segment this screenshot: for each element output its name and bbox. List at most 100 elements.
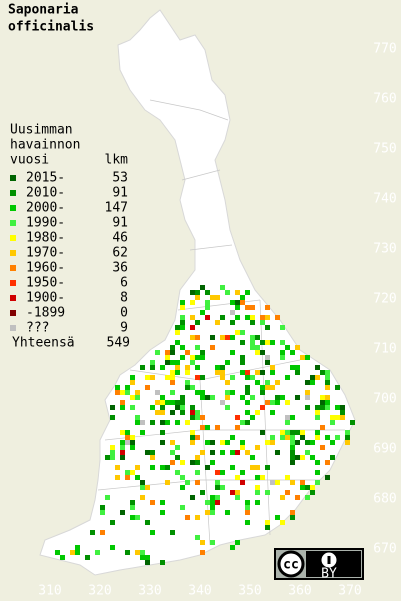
observation-square	[255, 500, 260, 505]
observation-square	[190, 300, 195, 305]
observation-square	[160, 410, 165, 415]
observation-square	[130, 380, 135, 385]
observation-square	[235, 300, 240, 305]
observation-square	[245, 290, 250, 295]
observation-square	[190, 430, 195, 435]
observation-squares	[55, 285, 355, 565]
observation-square	[160, 500, 165, 505]
observation-square	[245, 505, 250, 510]
observation-square	[225, 335, 230, 340]
observation-square	[160, 440, 165, 445]
observation-square	[170, 460, 175, 465]
observation-square	[205, 500, 210, 505]
observation-square	[125, 385, 130, 390]
observation-square	[305, 395, 310, 400]
cc-icon	[277, 550, 305, 578]
observation-square	[195, 455, 200, 460]
observation-square	[305, 450, 310, 455]
observation-square	[265, 315, 270, 320]
observation-square	[180, 320, 185, 325]
observation-square	[230, 465, 235, 470]
observation-square	[200, 450, 205, 455]
observation-square	[200, 415, 205, 420]
observation-square	[225, 395, 230, 400]
observation-square	[95, 550, 100, 555]
observation-square	[290, 440, 295, 445]
legend-count: 0	[120, 306, 128, 321]
observation-square	[305, 485, 310, 490]
observation-square	[185, 365, 190, 370]
observation-square	[105, 455, 110, 460]
legend-swatch	[10, 250, 16, 256]
observation-square	[205, 305, 210, 310]
observation-square	[300, 430, 305, 435]
observation-square	[315, 480, 320, 485]
observation-square	[240, 355, 245, 360]
observation-square	[280, 520, 285, 525]
observation-square	[170, 375, 175, 380]
legend-count: 8	[120, 291, 128, 306]
observation-square	[220, 470, 225, 475]
observation-square	[320, 395, 325, 400]
observation-square	[325, 475, 330, 480]
observation-square	[330, 455, 335, 460]
observation-square	[265, 385, 270, 390]
x-axis-label: 340	[188, 584, 211, 599]
observation-square	[150, 465, 155, 470]
observation-square	[120, 390, 125, 395]
observation-square	[280, 430, 285, 435]
observation-square	[295, 370, 300, 375]
observation-square	[190, 405, 195, 410]
observation-square	[250, 320, 255, 325]
observation-square	[315, 375, 320, 380]
observation-square	[340, 410, 345, 415]
y-axis-label: 730	[373, 242, 396, 257]
observation-square	[275, 380, 280, 385]
labels: Saponaria officinalis Uusimman havainnon…	[8, 3, 397, 599]
legend-count: 9	[120, 321, 128, 336]
observation-square	[320, 370, 325, 375]
observation-square	[120, 430, 125, 435]
observation-square	[195, 320, 200, 325]
observation-square	[190, 290, 195, 295]
observation-square	[260, 315, 265, 320]
observation-square	[240, 395, 245, 400]
x-axis-label: 330	[138, 584, 161, 599]
observation-square	[290, 460, 295, 465]
observation-square	[120, 450, 125, 455]
observation-square	[205, 440, 210, 445]
observation-square	[230, 335, 235, 340]
observation-square	[240, 300, 245, 305]
observation-square	[165, 355, 170, 360]
observation-square	[195, 365, 200, 370]
observation-square	[145, 450, 150, 455]
observation-square	[215, 365, 220, 370]
legend-label: 2000-	[26, 201, 65, 216]
observation-square	[305, 390, 310, 395]
observation-square	[170, 400, 175, 405]
observation-square	[240, 330, 245, 335]
observation-square	[125, 390, 130, 395]
observation-square	[145, 555, 150, 560]
observation-square	[260, 385, 265, 390]
observation-square	[180, 395, 185, 400]
observation-square	[325, 380, 330, 385]
observation-square	[245, 400, 250, 405]
legend-swatch	[10, 220, 16, 226]
observation-square	[115, 465, 120, 470]
observation-square	[245, 520, 250, 525]
observation-square	[335, 405, 340, 410]
observation-square	[295, 455, 300, 460]
observation-square	[185, 385, 190, 390]
observation-square	[240, 445, 245, 450]
observation-square	[235, 540, 240, 545]
observation-square	[210, 495, 215, 500]
legend-swatch	[10, 325, 16, 331]
y-axis-label: 710	[373, 342, 396, 357]
legend-count: 147	[105, 201, 128, 216]
observation-square	[180, 345, 185, 350]
observation-square	[215, 485, 220, 490]
observation-square	[220, 485, 225, 490]
observation-square	[160, 365, 165, 370]
observation-square	[170, 380, 175, 385]
